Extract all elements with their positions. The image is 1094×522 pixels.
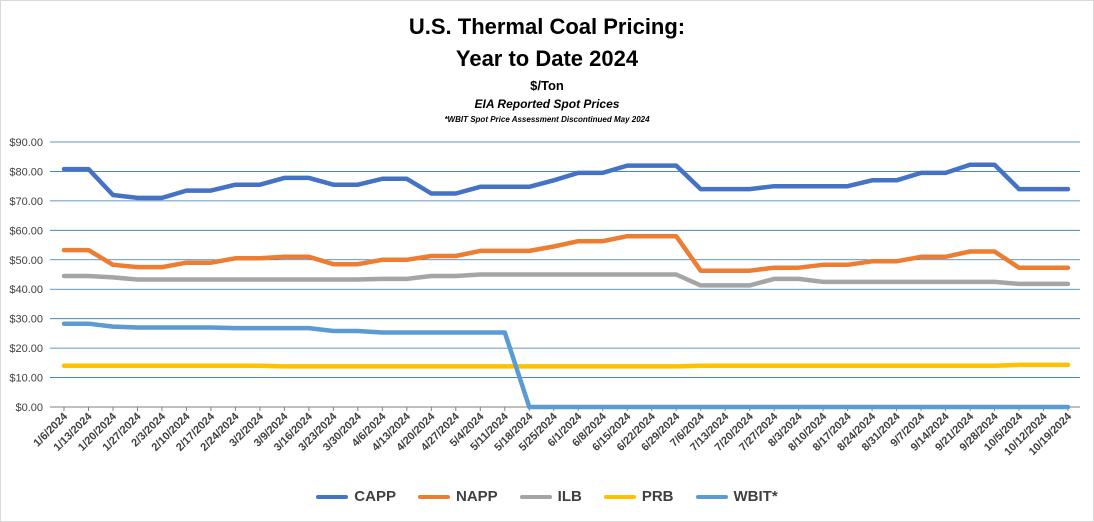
- legend-item: CAPP: [316, 488, 396, 505]
- legend-item: ILB: [519, 488, 582, 505]
- y-tick-label: $90.00: [9, 137, 43, 149]
- y-tick-label: $20.00: [9, 343, 43, 355]
- y-tick-label: $0.00: [15, 402, 43, 414]
- y-tick-label: $50.00: [9, 255, 43, 267]
- series-line-wbit: [61, 321, 1071, 410]
- legend-swatch: [417, 494, 450, 499]
- chart-subtitle: EIA Reported Spot Prices: [474, 97, 620, 111]
- legend-label: NAPP: [455, 488, 498, 505]
- legend-swatch: [695, 494, 728, 499]
- legend-label: PRB: [641, 488, 674, 505]
- y-tick-label: $30.00: [9, 314, 43, 326]
- legend-item: WBIT*: [695, 488, 778, 505]
- chart-title-line1: U.S. Thermal Coal Pricing:: [408, 14, 686, 39]
- legend-label: ILB: [557, 488, 582, 505]
- y-tick-label: $40.00: [9, 284, 43, 296]
- legend-item: PRB: [603, 488, 674, 505]
- y-tick-label: $80.00: [9, 166, 43, 178]
- series-line-capp: [61, 162, 1071, 201]
- legend-swatch: [519, 494, 552, 499]
- chart-legend: CAPP NAPP ILB PRB WBIT*: [0, 488, 1094, 505]
- y-tick-label: $70.00: [9, 196, 43, 208]
- chart-title-line2: Year to Date 2024: [455, 46, 639, 71]
- legend-swatch: [603, 494, 636, 499]
- series-line-prb: [61, 362, 1071, 369]
- series-line-napp: [61, 233, 1071, 273]
- legend-label: CAPP: [354, 488, 396, 505]
- series-line-ilb: [61, 272, 1071, 288]
- legend-label: WBIT*: [733, 488, 778, 505]
- y-tick-label: $10.00: [9, 373, 43, 385]
- legend-swatch: [316, 494, 349, 499]
- chart-unit: $/Ton: [530, 78, 564, 93]
- y-tick-label: $60.00: [9, 225, 43, 237]
- legend-item: NAPP: [417, 488, 498, 505]
- chart-note: *WBIT Spot Price Assessment Discontinued…: [444, 115, 650, 124]
